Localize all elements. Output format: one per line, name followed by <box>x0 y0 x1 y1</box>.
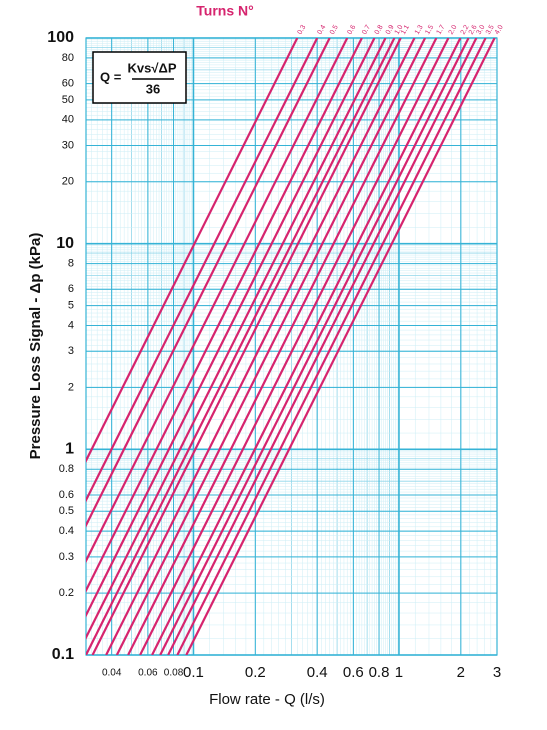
x-tick-label: 2 <box>457 664 465 681</box>
series-line <box>115 38 427 655</box>
formula-denominator: 36 <box>146 81 160 96</box>
y-tick-label: 4 <box>68 319 74 331</box>
series-label: 1.5 <box>424 24 435 36</box>
series-label: 0.7 <box>361 24 372 36</box>
formula-box: Q = Kvs√ΔP 36 <box>92 51 187 104</box>
y-tick-label: 0.2 <box>59 587 74 599</box>
series-label: 0.3 <box>297 24 308 36</box>
y-tick-label: 0.8 <box>59 463 74 475</box>
y-tick-label: 30 <box>62 139 74 151</box>
y-tick-label: 40 <box>62 114 74 126</box>
x-axis-label: Flow rate - Q (l/s) <box>209 691 325 708</box>
y-tick-label: 10 <box>56 235 74 252</box>
formula-lhs: Q = <box>100 69 122 84</box>
series-line <box>151 38 462 655</box>
y-tick-label: 50 <box>62 94 74 106</box>
series-line <box>86 38 349 564</box>
y-tick-label: 1 <box>65 441 74 458</box>
series-line <box>86 38 299 464</box>
series-line <box>86 38 331 528</box>
x-tick-label: 0.6 <box>343 664 364 681</box>
series-label: 0.8 <box>374 24 385 36</box>
series-label: 1.7 <box>436 24 447 36</box>
series-line <box>86 38 363 593</box>
series-label: 3.0 <box>476 24 487 36</box>
series-label: 3.5 <box>485 24 496 36</box>
y-tick-label: 80 <box>62 52 74 64</box>
series-line <box>127 38 438 655</box>
y-tick-label: 0.5 <box>59 505 74 517</box>
lines <box>86 38 496 655</box>
series-line <box>159 38 470 655</box>
series-line <box>167 38 478 655</box>
x-tick-label: 0.4 <box>307 664 328 681</box>
y-tick-label: 0.4 <box>59 525 74 537</box>
y-tick-label: 3 <box>68 345 74 357</box>
series-label: 0.5 <box>329 24 340 36</box>
series-line <box>86 38 376 618</box>
y-tick-label: 8 <box>68 258 74 270</box>
y-tick-label: 100 <box>47 29 74 46</box>
y-axis-label: Pressure Loss Signal - Δp (kPa) <box>27 233 44 460</box>
y-tick-label: 0.1 <box>52 646 74 663</box>
y-tick-label: 5 <box>68 299 74 311</box>
series-line <box>139 38 450 655</box>
series-line <box>105 38 416 655</box>
chart-title: Turns N° <box>196 3 253 19</box>
x-tick-label: 0.04 <box>102 668 122 679</box>
plot-frame <box>85 37 498 656</box>
series-label: 0.9 <box>385 24 396 36</box>
series-line <box>91 38 402 655</box>
series-line <box>86 38 396 655</box>
series-label: 0.4 <box>316 24 327 36</box>
series-line <box>185 38 496 655</box>
series-label: 0.6 <box>346 24 357 36</box>
series-label: 2.2 <box>460 24 471 36</box>
y-tick-label: 6 <box>68 283 74 295</box>
series-line <box>86 38 319 503</box>
y-tick-label: 60 <box>62 78 74 90</box>
series-label: 1.1 <box>400 24 411 36</box>
x-tick-label: 3 <box>493 664 501 681</box>
series-line <box>86 38 387 640</box>
series-label: 2.6 <box>468 24 479 36</box>
y-tick-label: 0.6 <box>59 489 74 501</box>
x-tick-label: 0.8 <box>369 664 390 681</box>
x-tick-label: 0.1 <box>183 664 204 681</box>
y-tick-label: 2 <box>68 381 74 393</box>
y-tick-label: 0.3 <box>59 551 74 563</box>
y-tick-label: 20 <box>62 176 74 188</box>
formula-frame <box>92 51 187 104</box>
series-line <box>176 38 487 655</box>
x-tick-label: 0.06 <box>138 668 158 679</box>
series-label: 1.0 <box>394 24 405 36</box>
x-tick-label: 1 <box>395 664 403 681</box>
series-label: 2.0 <box>448 24 459 36</box>
series-label: 1.3 <box>414 24 425 36</box>
formula-numerator: Kvs√ΔP <box>128 60 177 75</box>
x-tick-label: 0.08 <box>164 668 184 679</box>
x-tick-label: 0.2 <box>245 664 266 681</box>
series-label: 4.0 <box>494 24 505 36</box>
labels: 0.04 0.06 0.08 0.1 0.2 0.4 0.6 0.8 1 2 30.10.20.30… <box>47 24 505 681</box>
